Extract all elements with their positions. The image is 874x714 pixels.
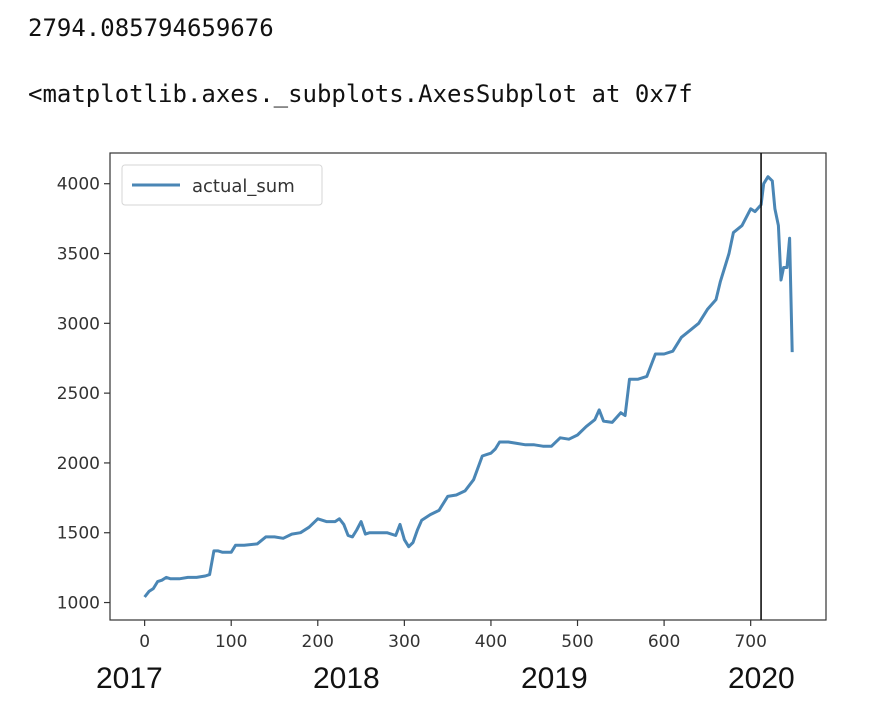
legend-box (121, 164, 323, 206)
output-value-text: 2794.085794659676 (28, 14, 274, 42)
x-tick-label: 200 (302, 632, 334, 652)
x-tick-label: 100 (215, 632, 247, 652)
x-tick-label: 600 (648, 632, 680, 652)
legend-label: actual_sum (192, 176, 295, 197)
x-tick-label: 0 (139, 632, 150, 652)
y-tick-label: 1500 (57, 524, 100, 544)
year-label-2017: 2017 (96, 662, 163, 695)
y-tick-label: 3500 (57, 245, 100, 265)
y-tick-label: 2000 (57, 454, 100, 474)
output-repr-text: <matplotlib.axes._subplots.AxesSubplot a… (28, 80, 693, 108)
series-line-actual-sum (143, 175, 794, 598)
x-tick-label: 300 (388, 632, 420, 652)
x-tick-label: 700 (734, 632, 766, 652)
year-label-2019: 2019 (521, 662, 588, 695)
year-label-2018: 2018 (313, 662, 380, 695)
year-label-2020: 2020 (728, 662, 795, 695)
plot-area: 0 100 200 300 400 500 600 700 1000 1500 2000 2500 30… (57, 152, 827, 652)
y-tick-label: 2500 (57, 384, 100, 404)
legend: actual_sum (121, 164, 323, 206)
plot-frame (109, 152, 827, 621)
x-tick-label: 500 (561, 632, 593, 652)
y-tick-label: 1000 (57, 594, 100, 614)
x-tick-label: 400 (475, 632, 507, 652)
y-tick-label: 3000 (57, 314, 100, 334)
y-tick-label: 4000 (57, 175, 100, 195)
